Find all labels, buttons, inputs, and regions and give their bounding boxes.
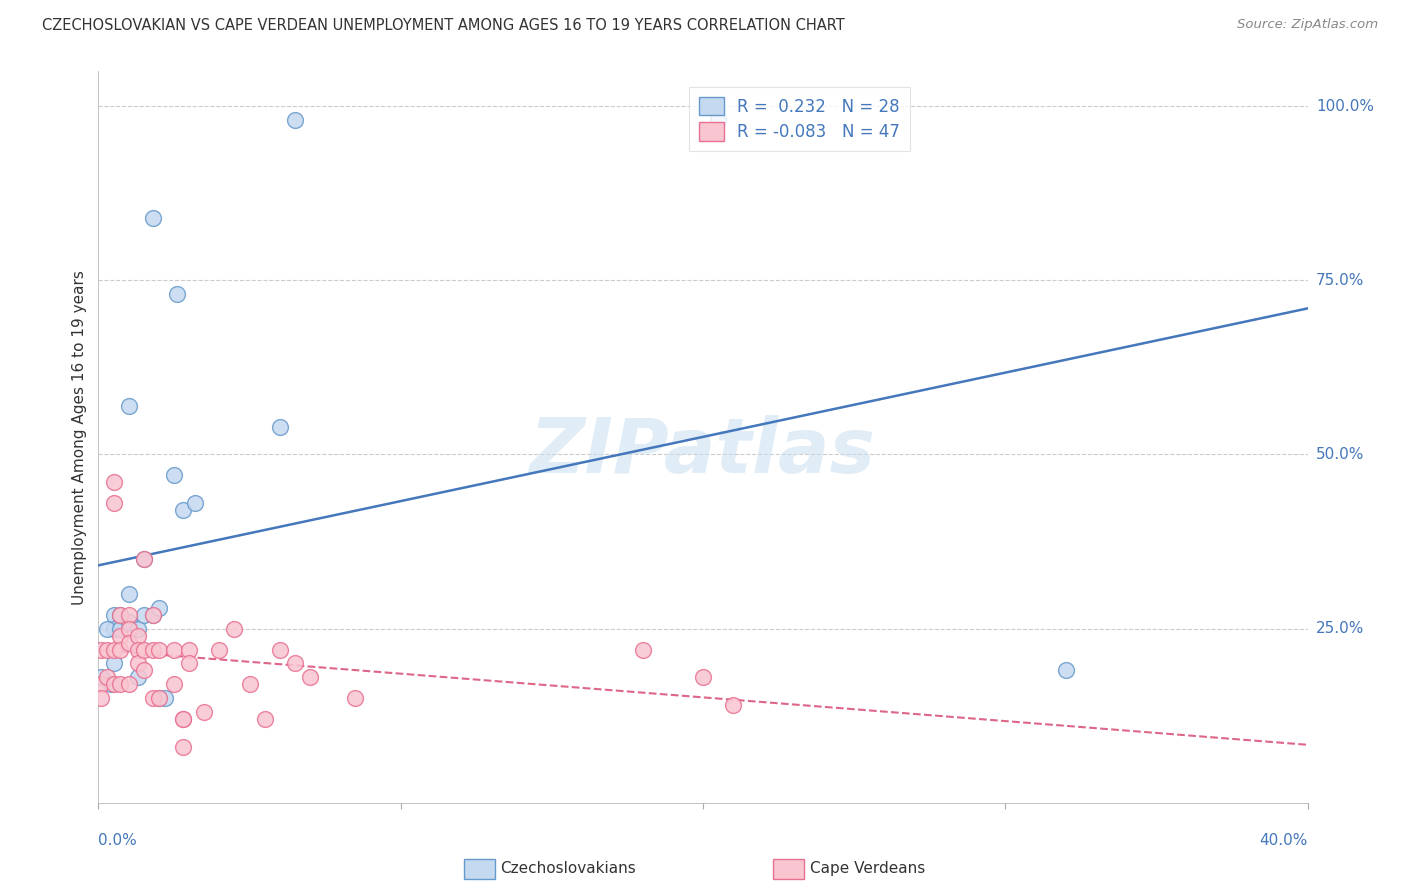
Legend: R =  0.232   N = 28, R = -0.083   N = 47: R = 0.232 N = 28, R = -0.083 N = 47 — [689, 87, 910, 151]
Text: ZIPatlas: ZIPatlas — [530, 415, 876, 489]
Point — [90, 691, 112, 706]
Point — [132, 552, 155, 566]
Point — [132, 664, 155, 678]
Point — [163, 642, 186, 657]
Point — [163, 468, 186, 483]
Point — [148, 642, 170, 657]
Point — [127, 622, 149, 636]
Text: CZECHOSLOVAKIAN VS CAPE VERDEAN UNEMPLOYMENT AMONG AGES 16 TO 19 YEARS CORRELATI: CZECHOSLOVAKIAN VS CAPE VERDEAN UNEMPLOY… — [42, 18, 845, 33]
Point — [132, 552, 155, 566]
Point — [118, 677, 141, 691]
Point — [127, 642, 149, 657]
Point — [284, 657, 307, 671]
Text: 40.0%: 40.0% — [1260, 833, 1308, 848]
Point — [142, 211, 165, 225]
Point — [96, 622, 118, 636]
Point — [299, 670, 322, 684]
Point — [132, 607, 155, 622]
Point — [172, 503, 194, 517]
Text: 0.0%: 0.0% — [98, 833, 138, 848]
Point — [239, 677, 262, 691]
Point — [208, 642, 231, 657]
Point — [103, 642, 125, 657]
Point — [707, 113, 730, 128]
Point — [148, 691, 170, 706]
Point — [148, 600, 170, 615]
Text: 50.0%: 50.0% — [1316, 447, 1364, 462]
Point — [103, 622, 125, 636]
Point — [96, 670, 118, 684]
Point — [692, 670, 714, 684]
Point — [90, 677, 112, 691]
Point — [284, 113, 307, 128]
Point — [172, 712, 194, 726]
Point — [127, 657, 149, 671]
Point — [1054, 664, 1077, 678]
Text: 100.0%: 100.0% — [1316, 99, 1374, 113]
Text: Source: ZipAtlas.com: Source: ZipAtlas.com — [1237, 18, 1378, 31]
Point — [103, 677, 125, 691]
Point — [269, 642, 291, 657]
Point — [103, 657, 125, 671]
Point — [163, 677, 186, 691]
Point — [118, 399, 141, 413]
Text: 75.0%: 75.0% — [1316, 273, 1364, 288]
Point — [118, 615, 141, 629]
Point — [148, 691, 170, 706]
Point — [96, 642, 118, 657]
Point — [103, 607, 125, 622]
Y-axis label: Unemployment Among Ages 16 to 19 years: Unemployment Among Ages 16 to 19 years — [72, 269, 87, 605]
Point — [253, 712, 276, 726]
Point — [184, 496, 207, 510]
Point — [90, 642, 112, 657]
Point — [142, 642, 165, 657]
Point — [269, 419, 291, 434]
Point — [177, 642, 201, 657]
Point — [224, 622, 246, 636]
Point — [103, 475, 125, 490]
Point — [142, 607, 165, 622]
Point — [108, 607, 131, 622]
Point — [118, 635, 141, 649]
Point — [100, 677, 122, 691]
Point — [153, 691, 176, 706]
Text: Czechoslovakians: Czechoslovakians — [501, 862, 637, 876]
Point — [132, 642, 155, 657]
Point — [127, 629, 149, 643]
Point — [177, 657, 201, 671]
Point — [108, 622, 131, 636]
Point — [631, 642, 654, 657]
Point — [90, 670, 112, 684]
Point — [344, 691, 367, 706]
Point — [166, 287, 188, 301]
Point — [103, 496, 125, 510]
Point — [142, 691, 165, 706]
Point — [108, 642, 131, 657]
Point — [108, 677, 131, 691]
Point — [127, 670, 149, 684]
Point — [118, 622, 141, 636]
Point — [142, 607, 165, 622]
Point — [108, 607, 131, 622]
Text: 25.0%: 25.0% — [1316, 621, 1364, 636]
Point — [721, 698, 744, 713]
Point — [193, 705, 215, 719]
Point — [172, 740, 194, 755]
Point — [118, 587, 141, 601]
Point — [118, 607, 141, 622]
Point — [108, 629, 131, 643]
Text: Cape Verdeans: Cape Verdeans — [810, 862, 925, 876]
Point — [172, 712, 194, 726]
